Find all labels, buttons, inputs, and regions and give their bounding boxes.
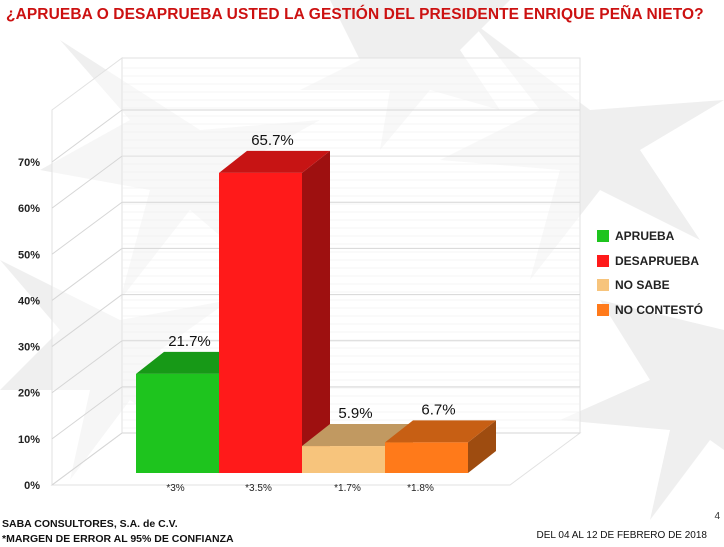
error-label: *3.5% [245, 483, 272, 494]
error-label: *3% [166, 483, 184, 494]
chart-bars [136, 150, 496, 473]
chart-side-wall [51, 57, 123, 486]
survey-date-range: DEL 04 AL 12 DE FEBRERO DE 2018 [536, 530, 707, 541]
gridline-side [51, 248, 123, 301]
y-tick-label: 10% [18, 434, 40, 446]
bar-top [302, 424, 413, 447]
y-axis-ticks: 0% 10% 20% 30% 40% 50% 60% 70% [18, 157, 40, 492]
y-tick-label: 50% [18, 249, 40, 261]
value-label: 6.7% [421, 401, 455, 418]
gridline-side [51, 386, 123, 440]
value-label: 65.7% [251, 132, 294, 149]
gridline-side [51, 155, 123, 209]
gridline-side [51, 340, 123, 394]
bar-front [385, 442, 468, 473]
bar-top [385, 420, 496, 443]
legend-swatch-no-sabe [597, 279, 609, 291]
gridline-side [51, 432, 123, 486]
page-number: 4 [714, 511, 720, 522]
bar-side [302, 150, 330, 473]
bar-front [219, 172, 302, 473]
legend-item-aprueba: APRUEBA [597, 228, 703, 244]
bar-no-contest- [385, 420, 496, 473]
bar-front [302, 446, 385, 473]
gridline-side [51, 294, 123, 347]
value-labels: 21.7% 65.7% 5.9% 6.7% [168, 132, 455, 422]
legend-item-no-contesto: NO CONTESTÓ [597, 302, 703, 318]
legend-label: APRUEBA [615, 229, 675, 243]
page-title: ¿APRUEBA O DESAPRUEBA USTED LA GESTIÓN D… [6, 6, 704, 23]
bar-front [136, 373, 219, 473]
y-tick-label: 20% [18, 388, 40, 400]
value-label: 5.9% [338, 405, 372, 422]
gridline-side [51, 201, 123, 255]
legend-item-no-sabe: NO SABE [597, 277, 703, 293]
footer-notes: SABA CONSULTORES, S.A. de C.V. *MARGEN D… [2, 517, 234, 547]
y-tick-label: 40% [18, 295, 40, 307]
value-label: 21.7% [168, 333, 211, 350]
error-label: *1.8% [407, 483, 434, 494]
company-name: SABA CONSULTORES, S.A. de C.V. [2, 518, 178, 530]
bar-desaprueba [219, 150, 330, 473]
gridline-side [51, 109, 123, 163]
y-tick-label: 70% [18, 157, 40, 169]
bar-side [468, 420, 496, 473]
legend-swatch-no-contesto [597, 303, 609, 316]
legend-label: NO SABE [615, 278, 670, 292]
bar-top [219, 150, 330, 173]
y-tick-label: 60% [18, 203, 40, 215]
y-tick-label: 30% [18, 342, 40, 354]
legend-swatch-desaprueba [597, 254, 609, 267]
error-label: *1.7% [334, 483, 361, 494]
chart-gridlines [51, 67, 580, 486]
legend-item-desaprueba: DESAPRUEBA [597, 253, 703, 269]
y-tick-label: 0% [24, 480, 40, 492]
error-labels: *3% *3.5% *1.7% *1.8% [166, 483, 434, 494]
margin-of-error-note: *MARGEN DE ERROR AL 95% DE CONFIANZA [2, 533, 234, 545]
legend-swatch-aprueba [597, 230, 609, 242]
chart-legend: APRUEBA DESAPRUEBA NO SABE NO CONTESTÓ [597, 228, 703, 326]
legend-label: NO CONTESTÓ [615, 302, 704, 317]
legend-label: DESAPRUEBA [615, 253, 700, 268]
